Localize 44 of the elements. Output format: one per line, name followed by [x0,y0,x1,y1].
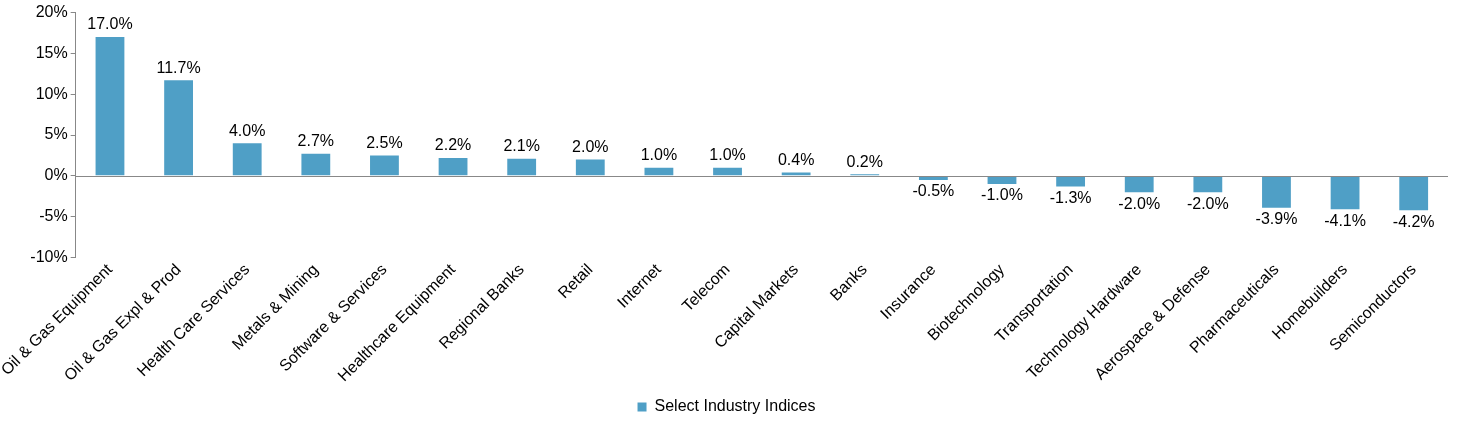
data-label: 2.1% [503,137,540,155]
bar [1262,176,1291,208]
data-label: 2.2% [434,136,472,154]
y-tick-label: 10% [35,84,68,102]
data-label: -0.5% [912,182,955,200]
bar [95,37,125,176]
bar [575,159,605,176]
bar [232,143,262,176]
bar [1056,176,1086,187]
bar [1124,176,1154,193]
y-tick-label: 20% [35,3,68,21]
data-label: 2.7% [297,132,335,150]
y-tick-label: -5% [39,207,68,225]
data-label: 17.0% [87,15,133,33]
data-label: -2.0% [1118,194,1161,212]
data-label: 11.7% [156,58,201,76]
bar [1193,176,1223,193]
data-label: 4.0% [228,121,266,139]
data-label: 2.5% [366,133,403,151]
data-label: 1.0% [709,146,746,164]
bar [1399,176,1429,211]
bar [370,155,399,176]
data-label: -4.1% [1324,211,1366,229]
y-tick-label: -10% [30,247,68,265]
data-label: -4.2% [1392,212,1435,230]
bar [644,167,674,176]
bar [507,158,537,176]
data-label: 0.4% [777,150,815,168]
data-label: 1.0% [640,146,678,164]
data-label: -2.0% [1186,194,1229,212]
bar [301,153,331,176]
y-tick-label: 5% [44,125,68,143]
bar [164,80,193,176]
data-label: -1.3% [1049,188,1092,206]
data-label: -1.0% [981,186,1023,204]
bar [713,167,742,176]
data-label: 0.2% [846,152,883,170]
bar [438,157,468,176]
data-label: -3.9% [1255,210,1298,228]
y-tick-label: 15% [35,43,68,61]
y-tick-label: 0% [44,166,68,184]
bar [1330,176,1360,210]
legend-label: Select Industry Indices [654,397,816,415]
data-label: 2.0% [572,137,609,155]
